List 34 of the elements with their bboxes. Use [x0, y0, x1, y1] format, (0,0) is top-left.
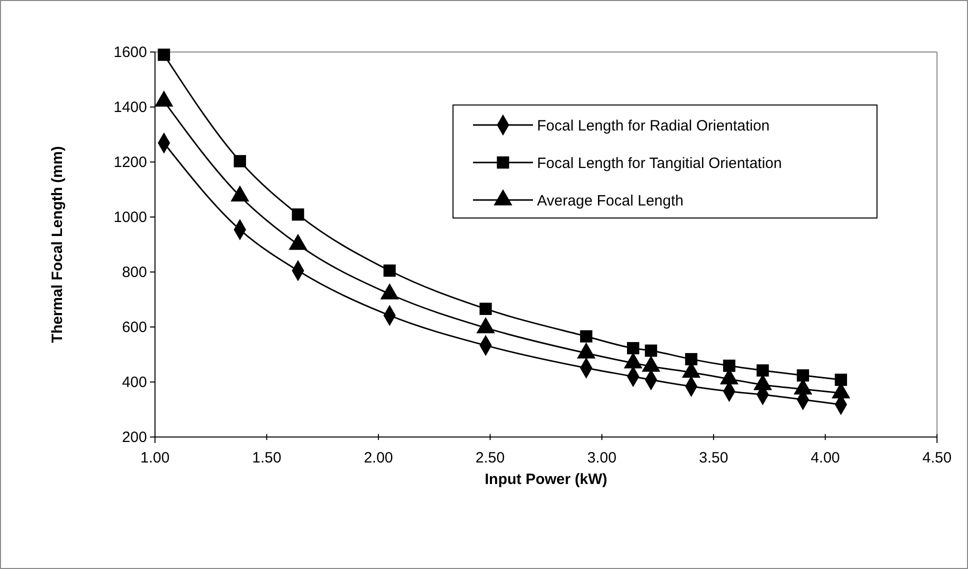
point	[383, 264, 396, 277]
y-tick-label: 1000	[114, 208, 147, 226]
point	[158, 48, 170, 61]
x-tick-label: 3.00	[587, 450, 616, 466]
x-tick-label: 4.50	[922, 450, 952, 466]
x-tick-label: 1.50	[252, 450, 282, 466]
legend-label: Average Focal Length	[537, 192, 684, 210]
point	[685, 353, 698, 366]
point	[834, 374, 848, 386]
y-tick-label: 1600	[114, 44, 147, 61]
point	[723, 360, 736, 372]
point	[644, 344, 658, 357]
x-tick-label: 2.00	[364, 450, 394, 466]
point	[796, 369, 810, 382]
y-tick-label: 1400	[114, 98, 147, 116]
x-tick-label: 2.50	[476, 450, 505, 466]
point	[627, 342, 640, 354]
x-tick-label: 3.50	[698, 450, 728, 466]
point	[580, 330, 592, 342]
y-tick-label: 400	[122, 374, 147, 391]
point	[756, 364, 769, 377]
point	[234, 155, 246, 168]
y-tick-label: 200	[122, 428, 147, 446]
y-axis-title: Thermal Focal Length (mm)	[49, 146, 66, 343]
legend-label: Focal Length for Radial Orientation	[537, 117, 770, 134]
legend-label: Focal Length for Tangitial Orientation	[537, 154, 782, 172]
y-tick-label: 600	[122, 318, 147, 336]
y-tick-label: 800	[122, 264, 147, 281]
x-tick-label: 4.00	[810, 450, 840, 466]
x-tick-label: 1.00	[140, 450, 170, 466]
x-axis-title: Input Power (kW)	[484, 471, 608, 488]
point	[480, 302, 492, 315]
y-tick-label: 1200	[114, 154, 147, 171]
point	[292, 208, 304, 221]
